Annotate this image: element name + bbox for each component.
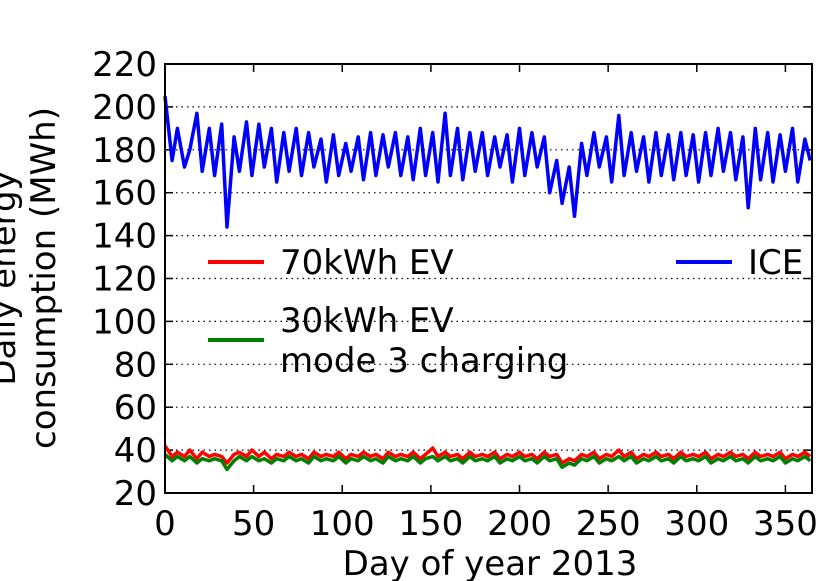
y-tick-label: 220: [92, 45, 157, 85]
x-tick-label: 200: [487, 504, 552, 544]
series-line: [163, 453, 812, 472]
x-tick-label: 100: [310, 504, 375, 544]
x-tick-label: 250: [576, 504, 641, 544]
x-tick-label: 0: [154, 504, 176, 544]
legend-label: 70kWh EV: [280, 243, 454, 283]
y-tick-label: 100: [92, 302, 157, 342]
legend-label: 30kWh EV mode 3 charging: [280, 301, 568, 381]
x-tick-label: 300: [664, 504, 729, 544]
series-line: [163, 96, 812, 229]
y-tick-label: 60: [114, 388, 157, 428]
y-tick-label: 120: [92, 260, 157, 300]
plot-frame: [164, 63, 813, 494]
y-axis-label: Daily energyconsumption (MWh): [0, 107, 64, 449]
x-tick-label: 50: [232, 504, 275, 544]
x-tick-label: 350: [753, 504, 818, 544]
y-tick-label: 80: [114, 345, 157, 385]
y-tick-label: 200: [92, 88, 157, 128]
y-tick-label: 140: [92, 217, 157, 257]
y-tick-label: 20: [114, 474, 157, 514]
legend-label: ICE: [748, 243, 803, 283]
y-tick-label: 40: [114, 431, 157, 471]
series-line: [163, 444, 812, 465]
y-tick-label: 160: [92, 174, 157, 214]
x-tick-label: 150: [398, 504, 463, 544]
y-tick-label: 180: [92, 131, 157, 171]
x-axis-label: Day of year 2013: [343, 544, 638, 581]
